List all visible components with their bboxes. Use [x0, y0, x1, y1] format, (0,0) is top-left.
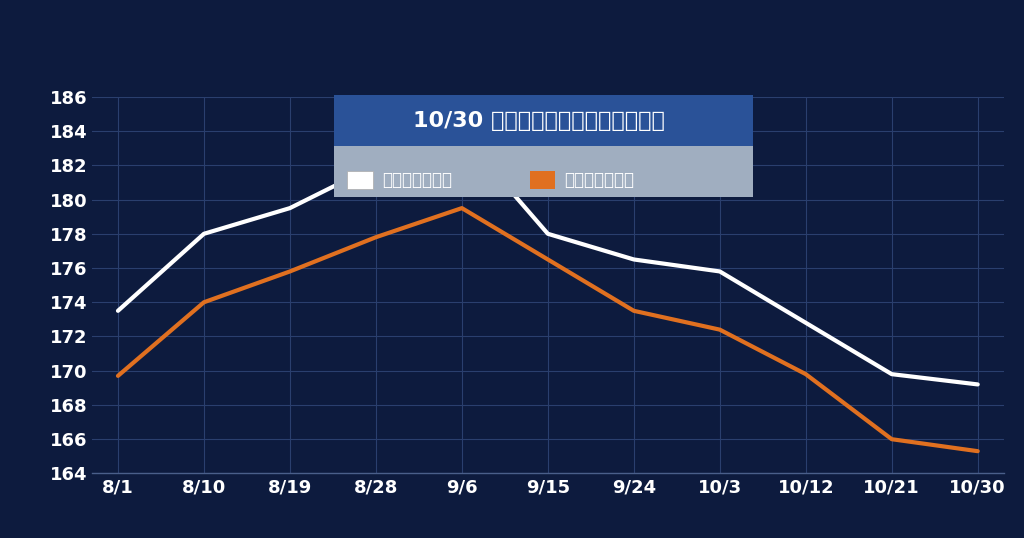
FancyBboxPatch shape — [334, 146, 753, 197]
Text: 10/30 全国のガソリン平均価格推移: 10/30 全国のガソリン平均価格推移 — [413, 111, 665, 131]
Text: レギュラー現金: レギュラー現金 — [382, 171, 452, 189]
FancyBboxPatch shape — [529, 171, 555, 189]
Text: レギュラー会員: レギュラー会員 — [564, 171, 634, 189]
FancyBboxPatch shape — [334, 95, 753, 146]
FancyBboxPatch shape — [347, 171, 373, 189]
